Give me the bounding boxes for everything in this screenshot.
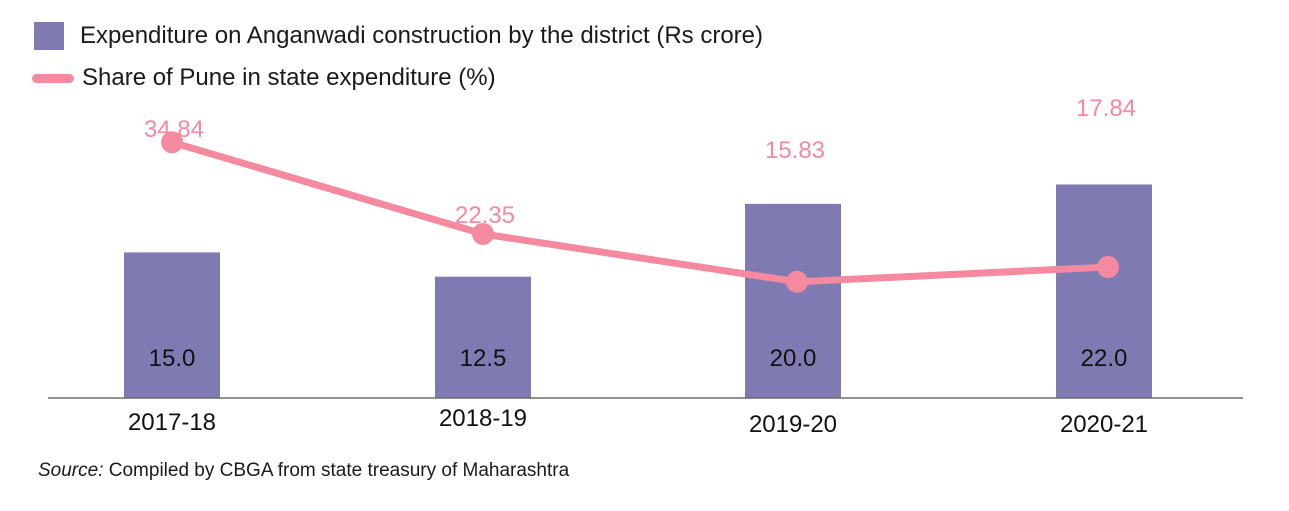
share-point-2018-19	[472, 222, 494, 245]
x-tick-label: 2018-19	[439, 405, 527, 432]
legend-label-share: Share of Pune in state expenditure (%)	[82, 64, 496, 91]
bar-2018-19	[435, 276, 531, 398]
share-point-2019-20	[786, 270, 808, 293]
share-value-label: 34.84	[144, 116, 204, 143]
bar-2019-20	[745, 203, 841, 398]
bar-value-label: 22.0	[1081, 345, 1128, 372]
share-value-label: 15.83	[765, 137, 825, 164]
source-prefix: Source:	[38, 460, 104, 481]
legend-swatch-bar	[34, 22, 64, 50]
legend-item-expenditure: Expenditure on Anganwadi construction by…	[34, 18, 763, 54]
bar-value-label: 15.0	[149, 345, 196, 372]
bar-value-label: 20.0	[770, 345, 817, 372]
legend-swatch-line	[32, 73, 74, 83]
share-point-2017-18	[161, 131, 183, 154]
source-note: Source: Compiled by CBGA from state trea…	[38, 460, 569, 482]
bar-value-label: 12.5	[460, 345, 507, 372]
chart-legend: Expenditure on Anganwadi construction by…	[32, 18, 763, 96]
bar-2020-21	[1056, 184, 1152, 398]
legend-label-expenditure: Expenditure on Anganwadi construction by…	[80, 22, 764, 49]
share-value-label: 17.84	[1076, 95, 1136, 122]
x-tick-label: 2019-20	[749, 411, 837, 438]
share-line	[168, 138, 1112, 286]
legend-item-share: Share of Pune in state expenditure (%)	[32, 60, 763, 96]
share-value-label: 22.35	[455, 202, 515, 229]
x-tick-label: 2020-21	[1060, 411, 1148, 438]
source-text: Compiled by CBGA from state treasury of …	[103, 460, 570, 481]
x-tick-label: 2017-18	[128, 409, 216, 436]
share-point-2020-21	[1097, 256, 1119, 279]
bar-2017-18	[124, 252, 220, 398]
